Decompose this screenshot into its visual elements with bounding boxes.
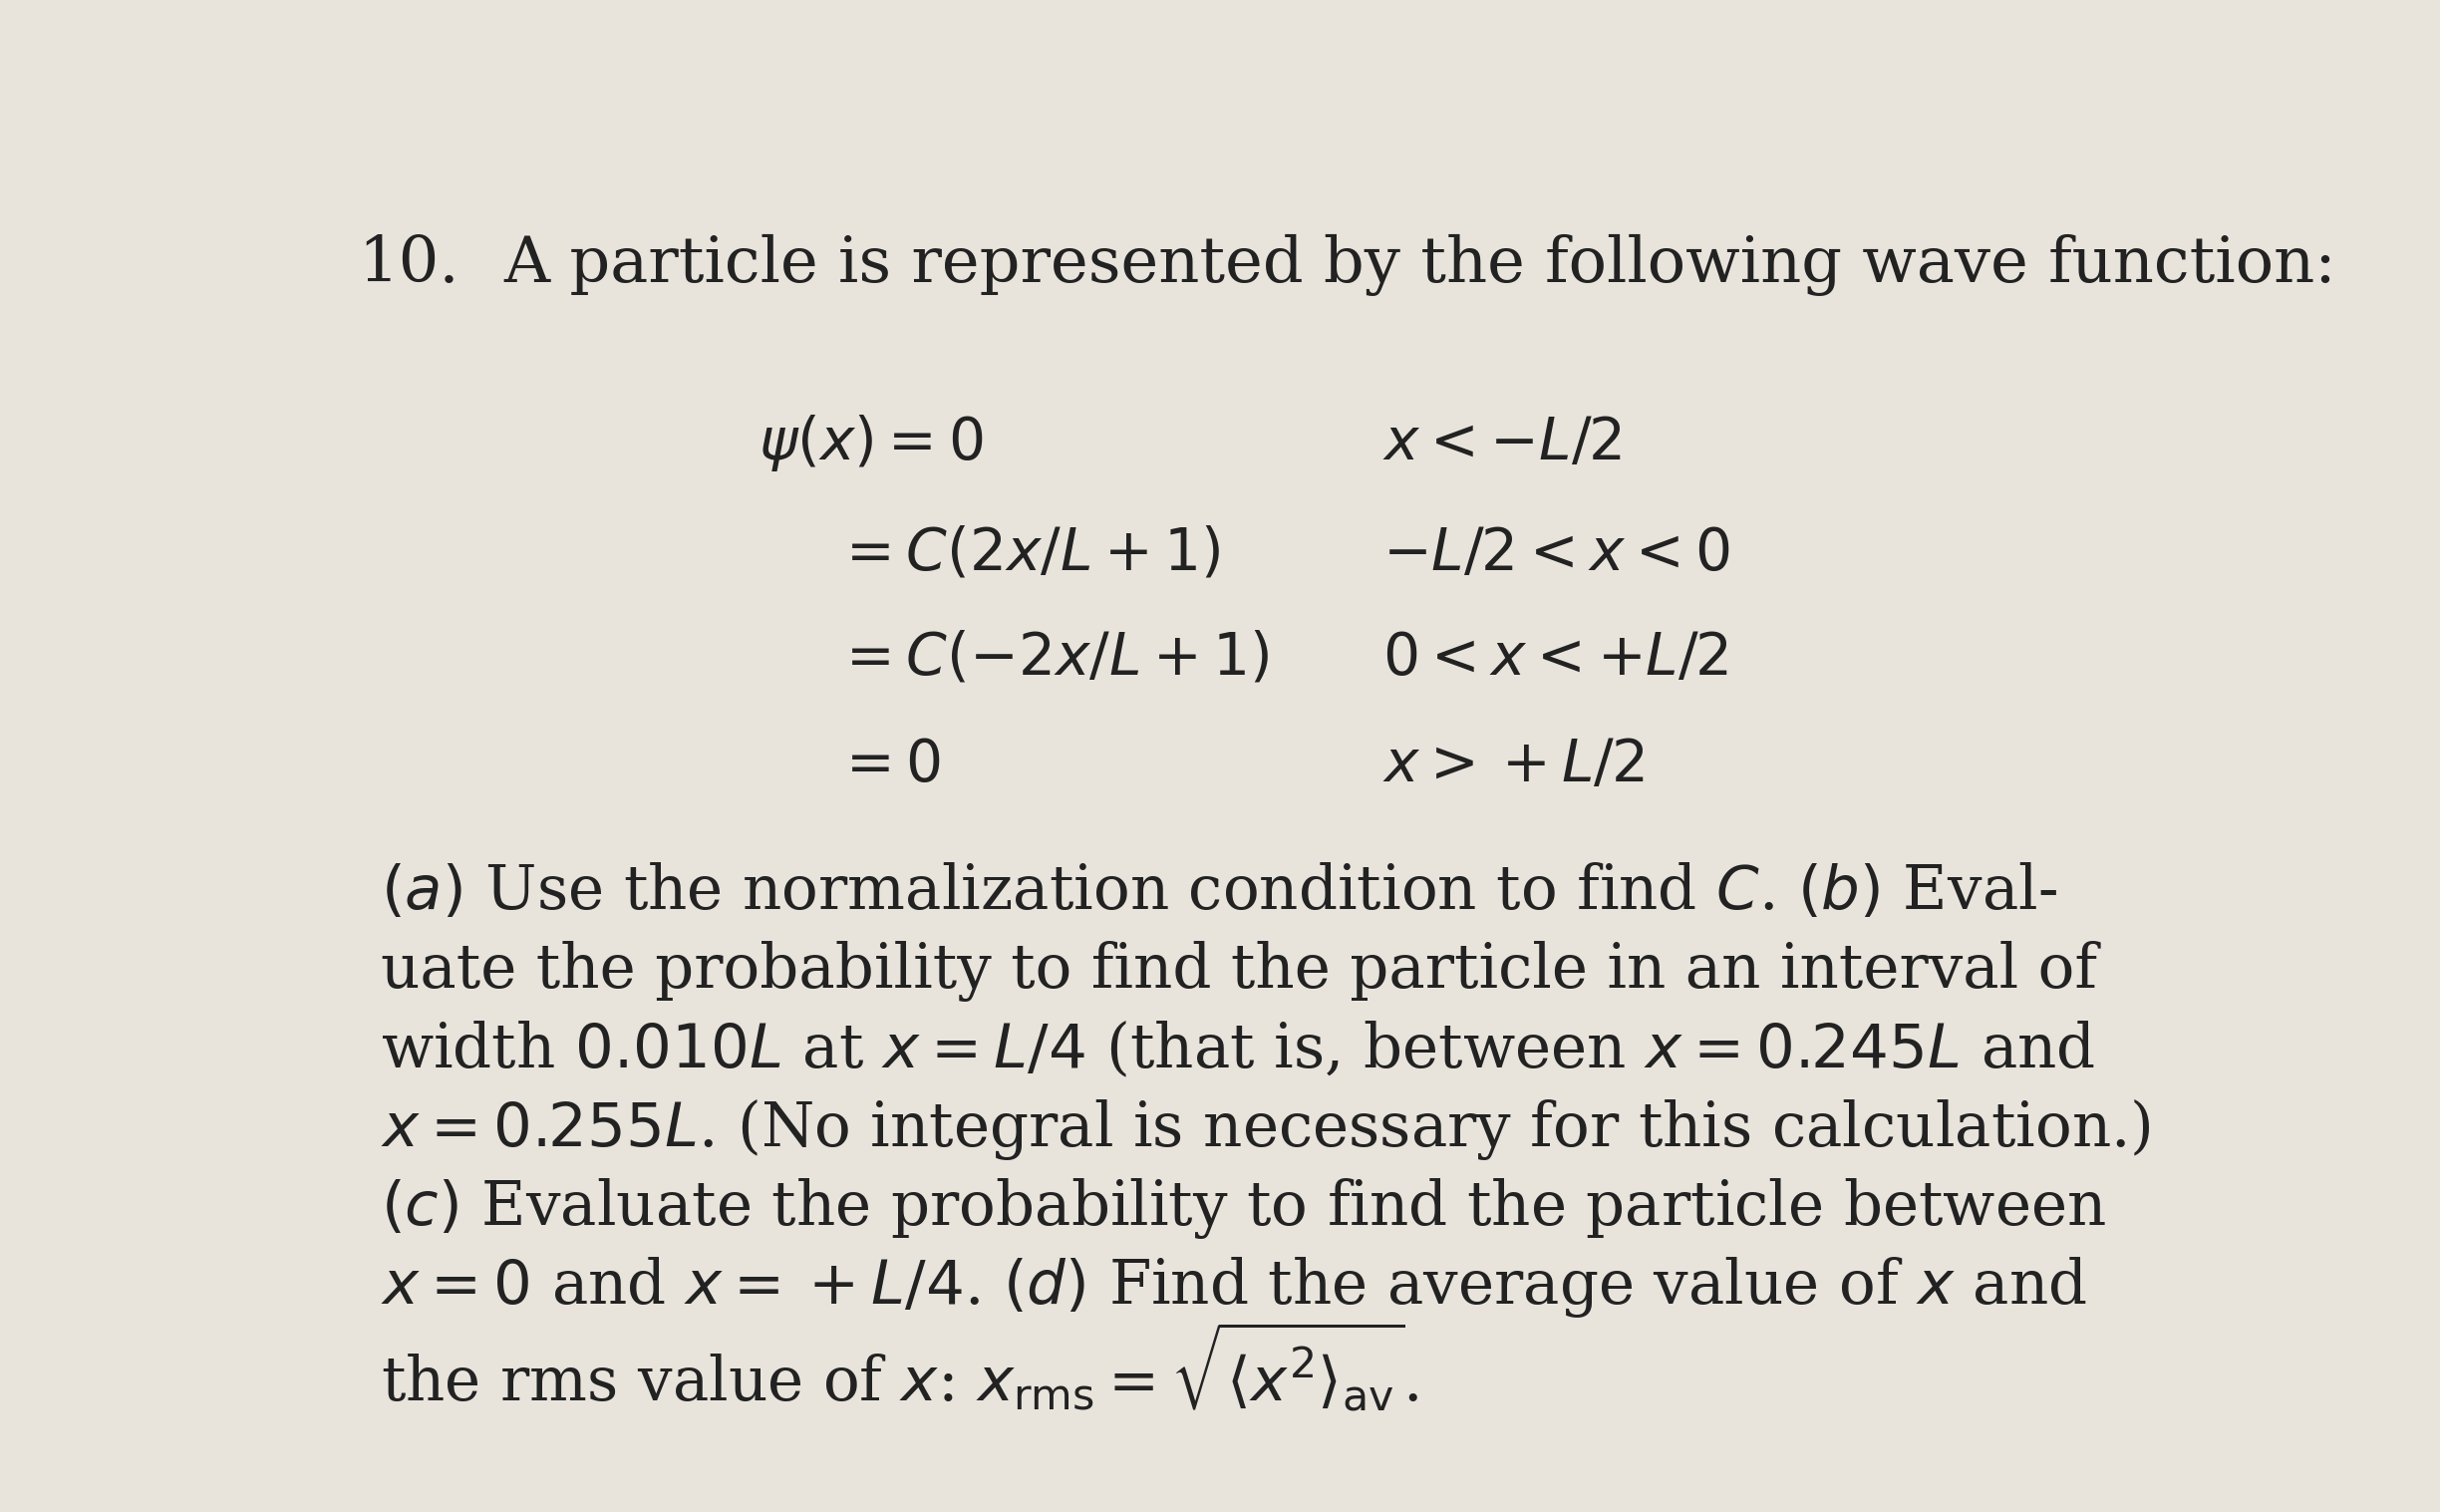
Text: $= C(2x/L + 1)$: $= C(2x/L + 1)$ — [834, 526, 1220, 582]
Text: $0 < x < +L/2$: $0 < x < +L/2$ — [1383, 631, 1730, 686]
Text: $\psi(x) = 0$: $\psi(x) = 0$ — [759, 413, 983, 473]
Text: width $0.010L$ at $x = L/4$ (that is, between $x = 0.245L$ and: width $0.010L$ at $x = L/4$ (that is, be… — [381, 1019, 2096, 1081]
Text: $x > +L/2$: $x > +L/2$ — [1383, 738, 1645, 794]
Text: $x = 0.255L$. (No integral is necessary for this calculation.): $x = 0.255L$. (No integral is necessary … — [381, 1096, 2150, 1163]
Text: 10.: 10. — [359, 234, 459, 295]
Text: $(c)$ Evaluate the probability to find the particle between: $(c)$ Evaluate the probability to find t… — [381, 1176, 2106, 1241]
Text: $= C(-2x/L + 1)$: $= C(-2x/L + 1)$ — [834, 631, 1269, 686]
Text: $-L/2 < x < 0$: $-L/2 < x < 0$ — [1383, 526, 1730, 582]
Text: $(a)$ Use the normalization condition to find $C$. $(b)$ Eval-: $(a)$ Use the normalization condition to… — [381, 862, 2057, 921]
Text: $x = 0$ and $x = +L/4$. $(d)$ Find the average value of $x$ and: $x = 0$ and $x = +L/4$. $(d)$ Find the a… — [381, 1255, 2086, 1320]
Text: $x < -L/2$: $x < -L/2$ — [1383, 416, 1623, 472]
Text: uate the probability to find the particle in an interval of: uate the probability to find the particl… — [381, 940, 2096, 1001]
Text: the rms value of $x$: $x_{\rm rms} = \sqrt{\langle x^2 \rangle_{\rm av}}$.: the rms value of $x$: $x_{\rm rms} = \sq… — [381, 1320, 1418, 1414]
Text: $= 0$: $= 0$ — [834, 738, 942, 794]
Text: A particle is represented by the following wave function:: A particle is represented by the followi… — [503, 234, 2335, 296]
